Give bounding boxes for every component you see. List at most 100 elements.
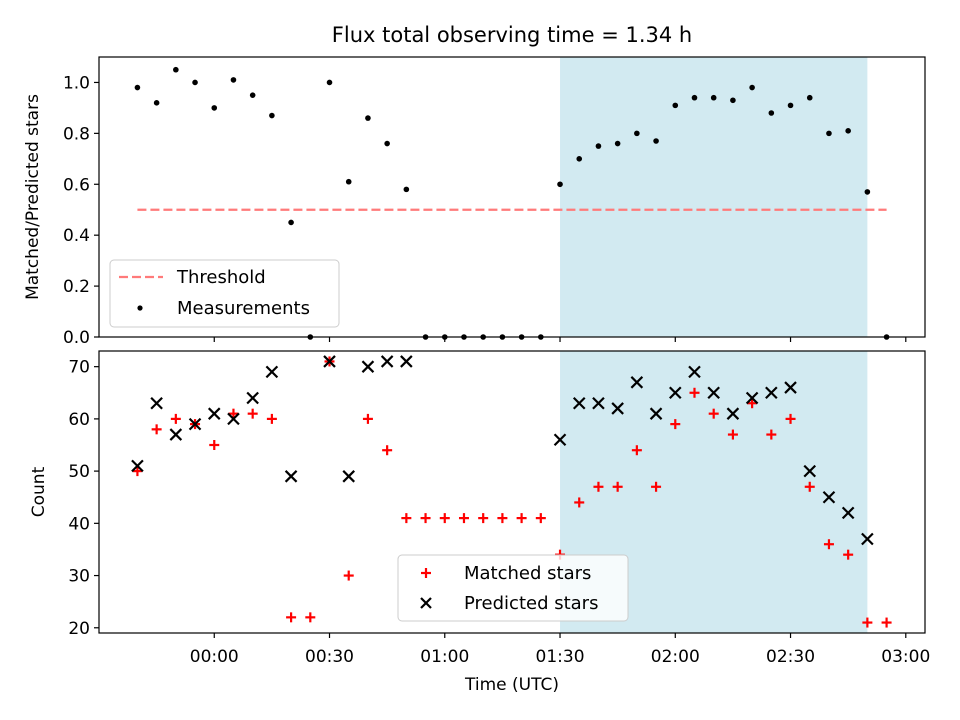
matched-star-point: [670, 419, 681, 430]
predicted-star-point: [822, 490, 836, 504]
bottom-y-tick-label: 20: [68, 619, 90, 639]
measurements-legend-swatch: [137, 305, 143, 311]
measurement-point: [384, 140, 390, 147]
measurement-point: [249, 92, 256, 98]
count-points: [131, 355, 892, 628]
predicted-star-point: [765, 386, 778, 400]
measurement-point: [691, 94, 698, 101]
measurement-point: [653, 138, 659, 144]
measurement-point: [787, 102, 794, 109]
measurement-point: [326, 79, 333, 86]
matched-star-point: [823, 539, 834, 550]
predicted-star-point: [227, 412, 240, 426]
measurement-point: [230, 77, 237, 83]
measurement-point: [710, 94, 717, 101]
top-panel-frame: [98, 56, 926, 338]
matched-star-point: [382, 445, 393, 456]
threshold-legend-label: Threshold: [176, 267, 266, 288]
matched-star-point: [478, 513, 489, 524]
measurement-point: [730, 97, 736, 104]
observing-window-span: [560, 57, 868, 337]
matched-star-point: [343, 570, 354, 581]
matched-star-point: [247, 408, 258, 419]
predicted-star-point: [342, 470, 355, 483]
matched-star-point: [132, 466, 143, 477]
measurement-point: [153, 100, 160, 106]
measurement-point: [403, 186, 410, 193]
top-y-tick-label: 0.6: [63, 175, 90, 195]
bottom-y-axis: 20 30 40 50 60 70: [68, 358, 99, 639]
matched-star-point: [689, 387, 700, 398]
predicted-star-point: [400, 355, 413, 368]
chart-title: Flux total observing time = 1.34 h: [332, 23, 692, 47]
predicted-star-point: [323, 355, 336, 368]
measurements-legend-label: Measurements: [177, 298, 310, 319]
matched-star-point: [651, 481, 662, 492]
predicted-star-point: [380, 355, 394, 368]
measurement-point: [595, 143, 602, 149]
measurement-point: [672, 102, 679, 109]
measurement-point: [192, 79, 198, 86]
matched-star-point: [362, 413, 373, 424]
measurement-point: [864, 189, 871, 195]
matched-star-point: [631, 445, 642, 456]
top-y-tick-label: 1.0: [63, 73, 90, 93]
matched-star-point: [843, 549, 854, 560]
predicted-star-point: [784, 381, 797, 394]
predicted-star-point: [246, 391, 259, 405]
matched-star-point: [305, 612, 316, 623]
predicted-star-point: [630, 376, 644, 389]
predicted-star-point: [131, 459, 144, 473]
bottom-legend-box: [397, 554, 629, 622]
predicted-star-point: [169, 428, 183, 441]
predicted-stars-legend-label: Predicted stars: [464, 593, 598, 614]
predicted-star-point: [284, 470, 298, 483]
measurement-point: [634, 130, 640, 137]
bottom-y-tick-label: 70: [68, 358, 90, 378]
matched-star-point: [228, 408, 239, 419]
measurement-point: [826, 130, 832, 137]
matched-star-point: [420, 513, 431, 524]
measurement-point: [345, 178, 352, 185]
predicted-star-point: [611, 402, 624, 415]
matched-star-point: [401, 513, 412, 524]
predicted-star-point: [592, 396, 605, 410]
x-tick-label: 00:00: [190, 647, 239, 667]
measurement-point: [173, 66, 179, 73]
bottom-legend: Matched stars Predicted stars: [397, 554, 629, 622]
predicted-star-point: [803, 464, 817, 478]
measurement-point: [134, 84, 141, 91]
matched-star-point: [151, 424, 162, 435]
bottom-panel: 20 30 40 50 60 70 00:00 00:30 01:00 01:30 02:00 02…: [29, 350, 930, 695]
top-panel: 0.0 0.2 0.4 0.6 0.8 1.0 Matched/Predicted sta…: [23, 56, 926, 348]
bottom-y-axis-label: Count: [29, 466, 49, 517]
predicted-star-point: [649, 407, 663, 420]
bottom-y-tick-label: 40: [68, 514, 90, 534]
x-tick-label: 02:30: [766, 647, 815, 667]
matched-star-point: [708, 408, 719, 419]
predicted-star-point: [361, 360, 375, 373]
measurement-point: [365, 115, 371, 121]
predicted-star-point: [707, 386, 720, 400]
top-y-axis: 0.0 0.2 0.4 0.6 0.8 1.0: [63, 73, 99, 348]
top-y-tick-label: 0.8: [63, 124, 90, 144]
x-tick-label: 00:30: [305, 647, 354, 667]
matched-star-point: [766, 429, 777, 440]
matched-stars-legend-swatch: [421, 568, 431, 578]
matched-star-point: [747, 398, 758, 409]
top-y-tick-label: 0.2: [63, 277, 90, 297]
x-tick-label: 01:30: [536, 647, 585, 667]
matched-star-point: [497, 513, 508, 524]
bottom-y-tick-label: 50: [68, 462, 90, 482]
bottom-y-tick-label: 30: [68, 567, 90, 587]
top-legend-box: [109, 259, 340, 328]
measurement-point: [211, 105, 218, 111]
predicted-star-point: [669, 386, 682, 400]
x-axis-label: Time (UTC): [464, 675, 559, 695]
matched-stars-legend-label: Matched stars: [464, 563, 591, 584]
matched-star-point: [439, 513, 450, 524]
measurement-point: [845, 128, 851, 134]
predicted-star-point: [572, 396, 586, 410]
matched-star-point: [574, 497, 585, 508]
matched-star-point: [785, 413, 796, 424]
